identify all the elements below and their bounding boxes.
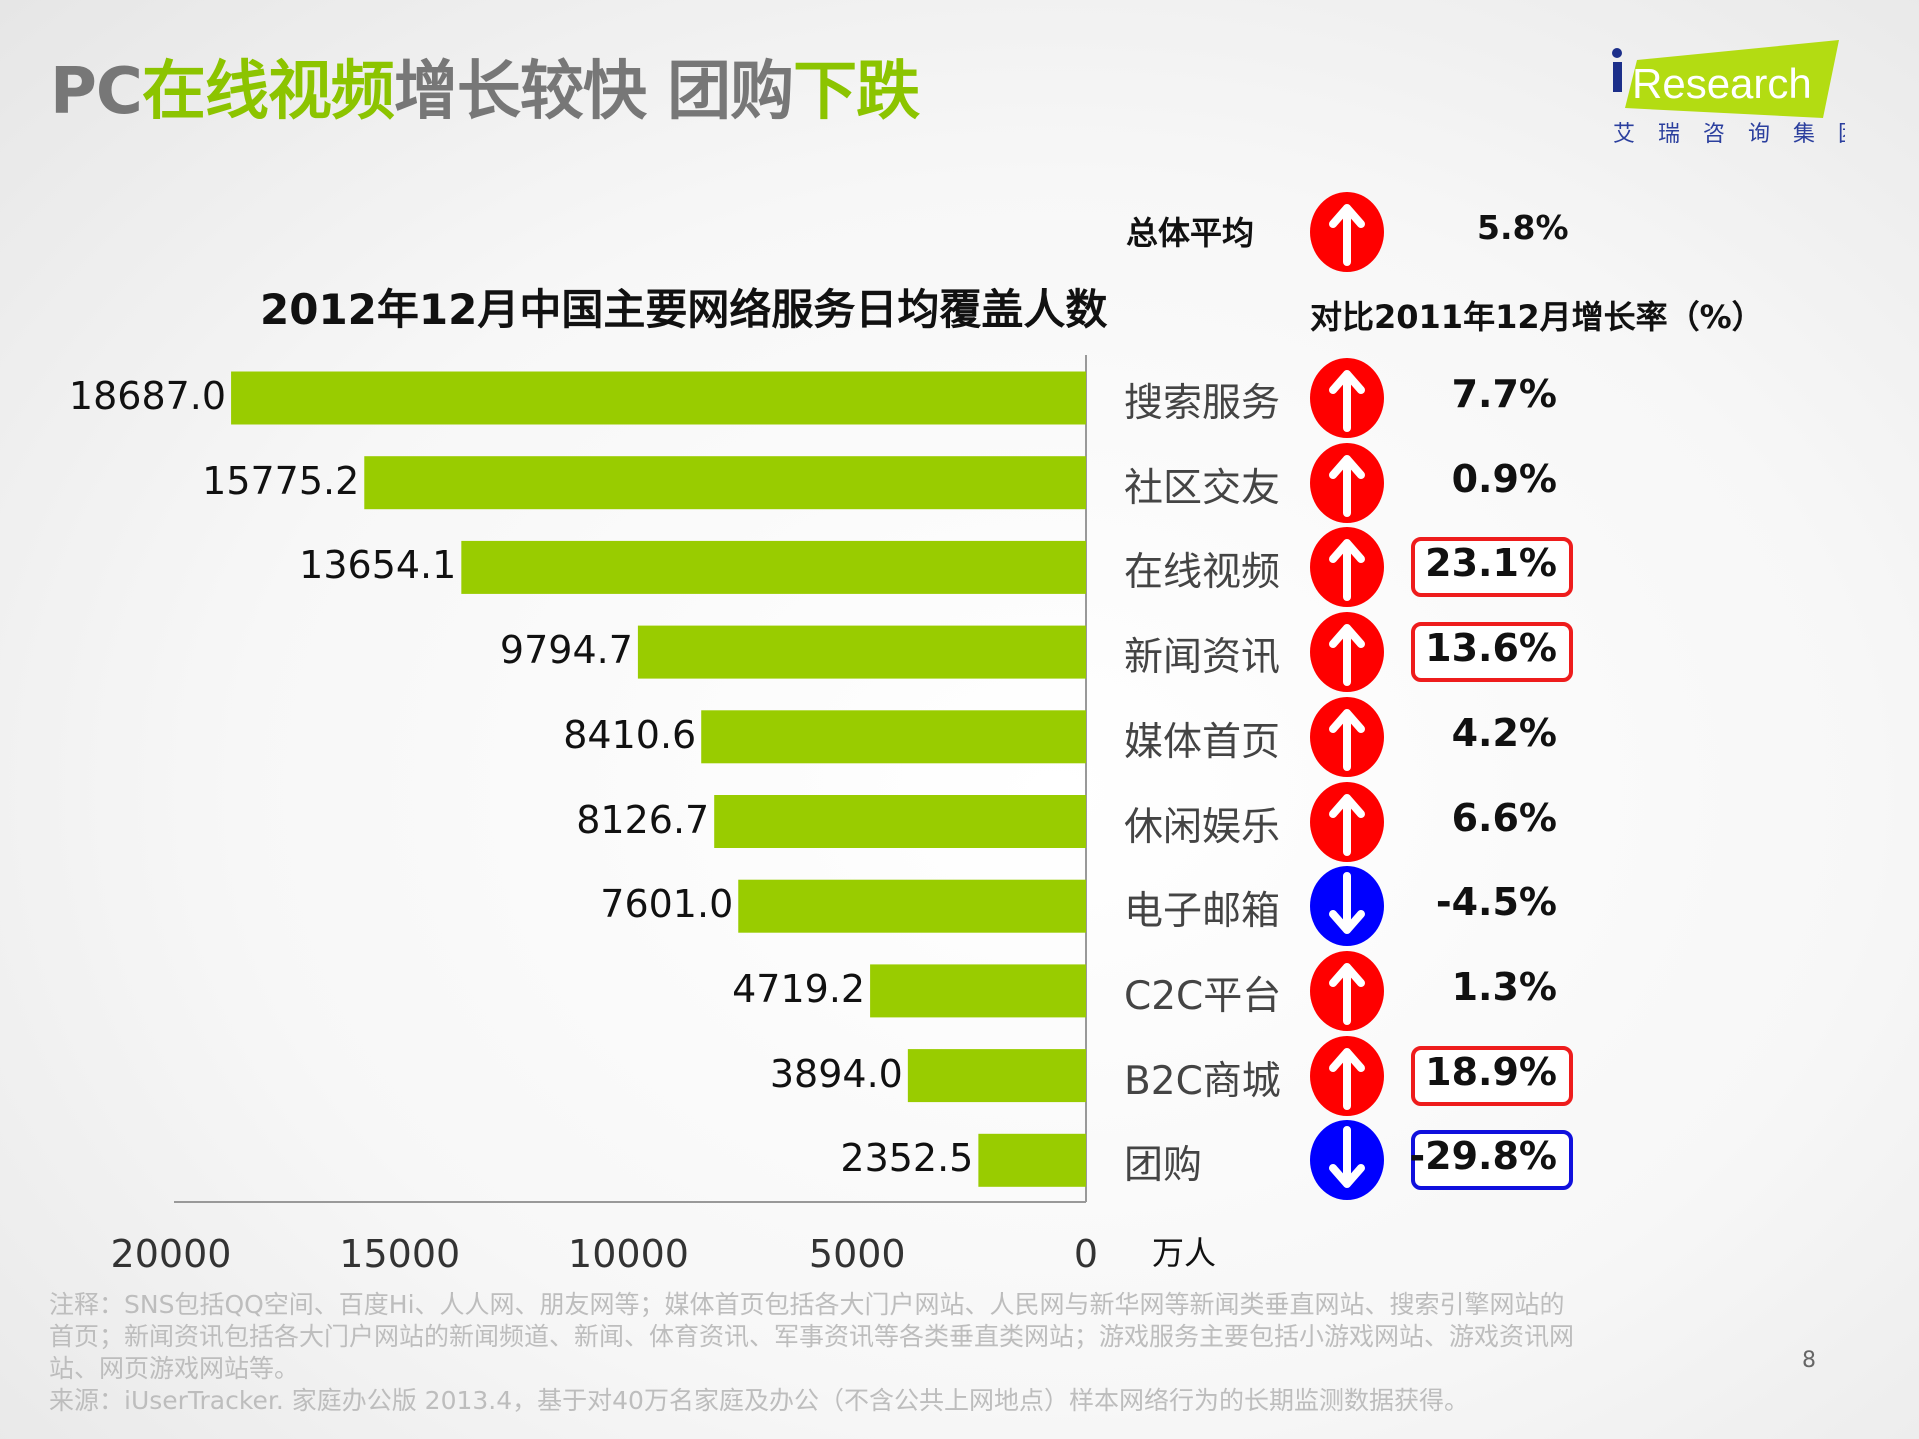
growth-value: 0.9% — [1451, 456, 1557, 501]
x-tick-label: 0 — [1073, 1232, 1099, 1276]
growth-header: 对比2011年12月增长率（%） — [1310, 298, 1764, 336]
arrow-up-icon — [1309, 525, 1385, 613]
bar-value-label: 8410.6 — [563, 712, 697, 757]
arrow-up-icon — [1309, 949, 1385, 1037]
svg-text:艾 瑞 咨 询 集 团: 艾 瑞 咨 询 集 团 — [1613, 122, 1845, 147]
svg-text:Research: Research — [1632, 60, 1812, 107]
arrow-down-icon — [1309, 1118, 1385, 1206]
category-label: 社区交友 — [1124, 465, 1281, 511]
title-part: 在线视频 — [141, 55, 395, 129]
growth-value: 18.9% — [1425, 1049, 1557, 1094]
footnote-line: 站、网页游戏网站等。 — [49, 1354, 300, 1383]
arrow-up-icon — [1309, 356, 1385, 444]
title-part: PC — [50, 55, 143, 129]
growth-value: 6.6% — [1451, 795, 1557, 840]
iresearch-logo: Research 艾 瑞 咨 询 集 团 — [1605, 38, 1860, 148]
category-label: 新闻资讯 — [1124, 635, 1281, 681]
bar — [461, 540, 1086, 594]
category-label: 搜索服务 — [1124, 381, 1281, 426]
bar-value-label: 15775.2 — [202, 458, 360, 503]
category-label: 媒体首页 — [1124, 719, 1281, 765]
bar — [738, 879, 1086, 933]
source-note: 来源：iUserTracker. 家庭办公版 2013.4，基于对40万名家庭及… — [49, 1386, 1469, 1415]
highlight-box — [1411, 1130, 1573, 1191]
bar-value-label: 7601.0 — [600, 882, 734, 927]
overall-label: 总体平均 — [1126, 214, 1255, 252]
bar-value-label: 4719.2 — [732, 966, 866, 1011]
bar-value-label: 13654.1 — [299, 543, 457, 588]
title-part: 增长较快 团购 — [393, 55, 794, 129]
bar — [978, 1133, 1086, 1187]
category-label: 在线视频 — [1124, 550, 1281, 596]
growth-value: -29.8% — [1409, 1134, 1557, 1179]
title-part: 下跌 — [793, 55, 920, 129]
bar-value-label: 18687.0 — [68, 374, 227, 418]
bar — [637, 625, 1086, 679]
footnote-line: 注释：SNS包括QQ空间、百度Hi、人人网、朋友网等；媒体首页包括各大门户网站、… — [49, 1290, 1565, 1319]
category-label: C2C平台 — [1124, 973, 1282, 1019]
bar-value-label: 3894.0 — [769, 1051, 903, 1096]
category-label: 电子邮箱 — [1124, 889, 1281, 935]
x-tick-label: 10000 — [568, 1232, 689, 1276]
arrow-up-icon — [1309, 441, 1385, 529]
bar — [870, 964, 1086, 1018]
arrow-up-icon — [1309, 780, 1385, 868]
overall-value: 5.8% — [1477, 208, 1569, 247]
unit-label: 万人 — [1152, 1234, 1217, 1272]
highlight-box — [1411, 1045, 1573, 1106]
growth-value: 7.7% — [1451, 372, 1557, 416]
x-tick-label: 15000 — [339, 1232, 461, 1276]
footnote-line: 首页；新闻资讯包括各大门户网站的新闻频道、新闻、体育资讯、军事资讯等各类垂直类网… — [49, 1322, 1575, 1351]
growth-value: 1.3% — [1451, 964, 1557, 1009]
bar-value-label: 8126.7 — [576, 797, 710, 842]
arrow-up-icon — [1309, 610, 1385, 698]
highlight-box — [1411, 622, 1573, 683]
growth-value: 23.1% — [1425, 541, 1557, 586]
chart-title: 2012年12月中国主要网络服务日均覆盖人数 — [260, 285, 1108, 334]
bar — [714, 795, 1086, 848]
category-label: 休闲娱乐 — [1124, 804, 1281, 850]
x-tick-label: 20000 — [110, 1232, 232, 1276]
growth-value: 4.2% — [1451, 710, 1557, 755]
arrow-up-icon — [1309, 1034, 1385, 1122]
growth-value: 13.6% — [1425, 626, 1557, 671]
growth-value: -4.5% — [1435, 880, 1557, 925]
bar-value-label: 2352.5 — [840, 1136, 974, 1181]
arrow-up-icon — [1309, 695, 1385, 783]
bar — [701, 710, 1086, 764]
page-number: 8 — [1802, 1348, 1816, 1373]
category-label: B2C商城 — [1124, 1058, 1281, 1104]
bar — [907, 1049, 1086, 1103]
bar — [364, 456, 1086, 510]
x-tick-label: 5000 — [808, 1232, 906, 1276]
bar-value-label: 9794.7 — [499, 628, 633, 673]
page-title: PC在线视频增长较快 团购下跌 — [50, 40, 920, 132]
arrow-down-icon — [1309, 864, 1385, 952]
overall-up-icon — [1309, 190, 1385, 278]
highlight-box — [1411, 537, 1573, 598]
category-label: 团购 — [1124, 1143, 1203, 1189]
bar — [231, 371, 1086, 425]
